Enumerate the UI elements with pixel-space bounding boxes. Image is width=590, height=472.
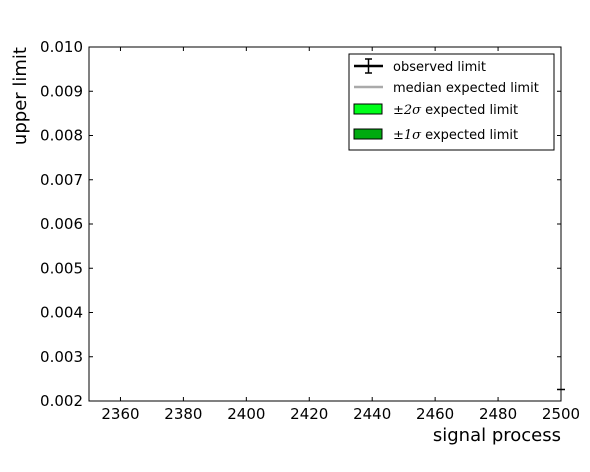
x-tick-label: 2400 <box>227 405 265 423</box>
y-axis-title: upper limit <box>10 47 31 145</box>
legend-item: ±1σ expected limit <box>353 128 518 143</box>
legend-patch-icon <box>353 128 383 140</box>
x-tick-label: 2420 <box>290 405 328 423</box>
x-tick-label: 2440 <box>353 405 391 423</box>
y-tick-label: 0.006 <box>40 215 83 233</box>
legend-label: observed limit <box>393 60 486 75</box>
legend-label: median expected limit <box>393 81 539 96</box>
y-tick-label: 0.009 <box>40 82 83 100</box>
legend-label: ±1σ expected limit <box>393 128 518 143</box>
y-tick-label: 0.005 <box>40 259 83 277</box>
x-tick-label: 2360 <box>101 405 139 423</box>
x-tick-labels: 2360 2380 2400 2420 2440 2460 2480 2500 <box>101 405 580 423</box>
y-tick-label: 0.002 <box>40 392 83 410</box>
legend-box <box>348 53 555 151</box>
y-tick-label: 0.004 <box>40 304 83 322</box>
y-tick-labels: 0.002 0.003 0.004 0.005 0.006 0.007 0.008 0.009… <box>40 38 83 410</box>
legend-math-sigma: σ <box>412 128 422 143</box>
legend-patch-icon <box>353 103 383 115</box>
legend-item: ±2σ expected limit <box>353 103 518 118</box>
x-axis-title: signal process <box>433 425 561 446</box>
x-tick-label: 2460 <box>416 405 454 423</box>
y-tick-label: 0.008 <box>40 127 83 145</box>
y-tick-label: 0.007 <box>40 171 83 189</box>
legend-label: ±2σ expected limit <box>393 103 518 118</box>
legend-label-suffix: expected limit <box>421 128 518 143</box>
y-tick-label: 0.003 <box>40 348 83 366</box>
legend-math-sigma: σ <box>412 103 422 118</box>
plot-frame <box>88 46 562 402</box>
x-tick-label: 2500 <box>542 405 580 423</box>
legend-item: median expected limit <box>354 81 539 96</box>
legend: observed limit median expected limit ±2σ e… <box>348 53 555 151</box>
legend-math-prefix: ±2 <box>393 103 412 118</box>
x-tick-label: 2380 <box>164 405 202 423</box>
y-tick-label: 0.010 <box>40 38 83 56</box>
legend-item: observed limit <box>354 58 486 75</box>
legend-label-suffix: expected limit <box>421 103 518 118</box>
x-tick-label: 2480 <box>479 405 517 423</box>
legend-math-prefix: ±1 <box>393 128 412 143</box>
